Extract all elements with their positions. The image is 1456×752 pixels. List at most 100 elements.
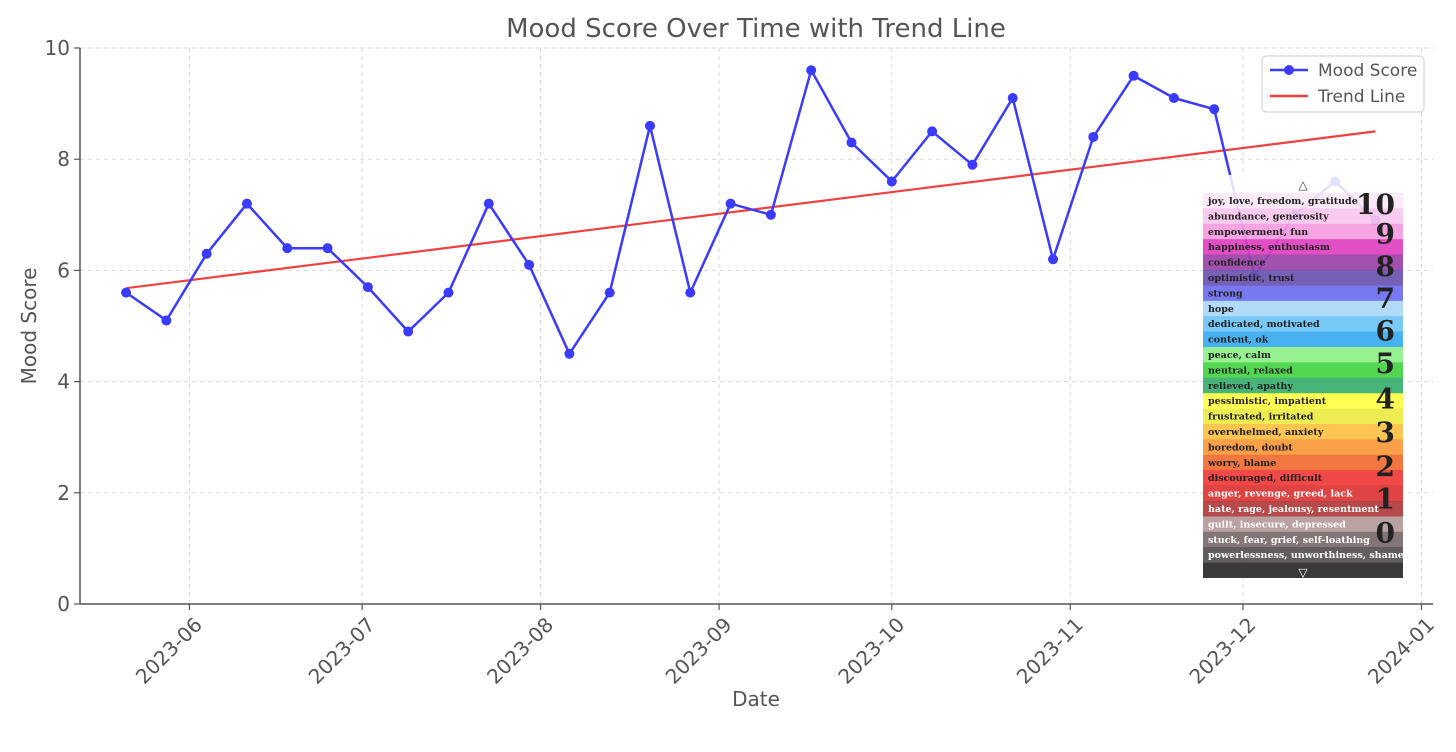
scale-row-label: abundance, generosity xyxy=(1208,211,1329,222)
scale-row-label: joy, love, freedom, gratitude xyxy=(1207,196,1358,207)
scale-row-label: neutral, relaxed xyxy=(1208,365,1293,376)
axes xyxy=(79,48,1433,605)
y-axis-ticks: 0 2 4 6 8 10 xyxy=(45,36,80,616)
mood-score-point xyxy=(604,287,615,298)
mood-score-point xyxy=(886,176,897,187)
y-tick-label: 8 xyxy=(57,147,70,171)
mood-score-point xyxy=(765,209,776,220)
mood-score-point xyxy=(483,198,494,209)
mood-score-point xyxy=(1168,93,1179,104)
grid xyxy=(80,47,1433,604)
scale-row-label: hate, rage, jealousy, resentment xyxy=(1208,504,1379,515)
mood-score-point xyxy=(564,348,575,359)
scale-row-label: dedicated, motivated xyxy=(1208,319,1320,330)
scale-row-label: anger, revenge, greed, lack xyxy=(1208,489,1353,500)
legend-mood-marker xyxy=(1284,65,1294,75)
scale-up-arrow: △ xyxy=(1298,178,1308,192)
series-layer xyxy=(121,65,1381,359)
mood-score-point xyxy=(685,287,696,298)
mood-scale-image: △ joy, love, freedom, gratitude abundance,… xyxy=(1203,175,1404,580)
y-tick-label: 0 xyxy=(57,592,70,616)
mood-score-point xyxy=(161,315,172,326)
scale-row-label: powerlessness, unworthiness, shame xyxy=(1208,550,1404,561)
scale-row-label: peace, calm xyxy=(1208,350,1271,361)
scale-row xyxy=(1203,331,1403,348)
scale-row-label: empowerment, fun xyxy=(1208,227,1308,238)
scale-row xyxy=(1203,300,1403,317)
mood-score-point xyxy=(967,159,978,170)
scale-row xyxy=(1203,531,1403,548)
mood-score-point xyxy=(201,248,212,259)
scale-number: 0 xyxy=(1376,516,1395,549)
mood-score-point xyxy=(806,65,817,76)
scale-row xyxy=(1203,362,1403,379)
scale-number: 10 xyxy=(1356,188,1395,221)
scale-header xyxy=(1203,175,1403,193)
chart-title: Mood Score Over Time with Trend Line xyxy=(506,14,1006,44)
y-tick-label: 4 xyxy=(57,370,70,394)
scale-row-label: strong xyxy=(1208,288,1243,299)
scale-row xyxy=(1203,408,1403,425)
legend: Mood Score Trend Line xyxy=(1261,55,1425,113)
scale-number: 7 xyxy=(1376,282,1395,315)
scale-number: 6 xyxy=(1376,315,1395,348)
scale-number: 2 xyxy=(1376,450,1395,483)
scale-row xyxy=(1203,193,1403,209)
mood-score-point xyxy=(1048,254,1059,265)
scale-row-label: content, ok xyxy=(1208,335,1269,346)
mood-score-point xyxy=(725,198,736,209)
scale-row-label: confidence xyxy=(1208,258,1265,269)
scale-row-label: relieved, apathy xyxy=(1208,381,1293,392)
mood-score-point xyxy=(1007,93,1018,104)
scale-row-label: overwhelmed, anxiety xyxy=(1208,427,1324,438)
mood-score-point xyxy=(322,243,333,254)
scale-number: 4 xyxy=(1376,382,1395,415)
scale-row xyxy=(1203,377,1403,394)
scale-row-label: optimistic, trust xyxy=(1208,273,1295,284)
scale-row-label: guilt, insecure, depressed xyxy=(1208,519,1346,530)
scale-row xyxy=(1203,485,1403,502)
scale-row xyxy=(1203,501,1403,517)
y-axis-label: Mood Score xyxy=(17,268,41,385)
scale-row-label: discouraged, difficult xyxy=(1208,473,1323,484)
scale-row xyxy=(1203,439,1403,456)
mood-score-point xyxy=(443,287,454,298)
y-tick-label: 10 xyxy=(45,36,70,60)
scale-row-label: boredom, doubt xyxy=(1208,442,1293,453)
scale-number: 5 xyxy=(1376,347,1395,380)
scale-row-label: stuck, fear, grief, self-loathing xyxy=(1208,535,1370,546)
scale-row xyxy=(1203,254,1403,271)
scale-row xyxy=(1203,424,1403,440)
mood-score-point xyxy=(1128,70,1139,81)
mood-score-point xyxy=(927,126,938,137)
scale-number: 1 xyxy=(1376,482,1395,515)
scale-row xyxy=(1203,516,1403,533)
y-tick-label: 6 xyxy=(57,258,70,282)
scale-row-label: hope xyxy=(1208,304,1234,315)
scale-footer xyxy=(1203,562,1403,578)
mood-score-point xyxy=(362,282,373,293)
mood-score-point xyxy=(1088,131,1099,142)
scale-row xyxy=(1203,393,1403,410)
scale-number: 3 xyxy=(1376,416,1395,449)
scale-row xyxy=(1203,547,1403,564)
mood-score-point xyxy=(403,326,414,337)
scale-row xyxy=(1203,239,1403,256)
legend-trend-label: Trend Line xyxy=(1317,87,1405,107)
mood-score-point xyxy=(846,137,857,148)
legend-mood-label: Mood Score xyxy=(1318,61,1417,81)
scale-row-label: happiness, enthusiasm xyxy=(1208,242,1330,253)
scale-row xyxy=(1203,285,1403,302)
x-axis-label: Date xyxy=(732,687,780,711)
y-tick-label: 2 xyxy=(57,481,70,505)
mood-score-point xyxy=(524,259,535,270)
scale-number: 8 xyxy=(1376,250,1395,283)
scale-row xyxy=(1203,454,1403,471)
mood-score-point xyxy=(241,198,252,209)
scale-row xyxy=(1203,470,1403,487)
scale-row xyxy=(1203,316,1403,333)
mood-score-point xyxy=(121,287,132,298)
scale-row xyxy=(1203,208,1403,225)
scale-row-label: frustrated, irritated xyxy=(1208,412,1314,423)
